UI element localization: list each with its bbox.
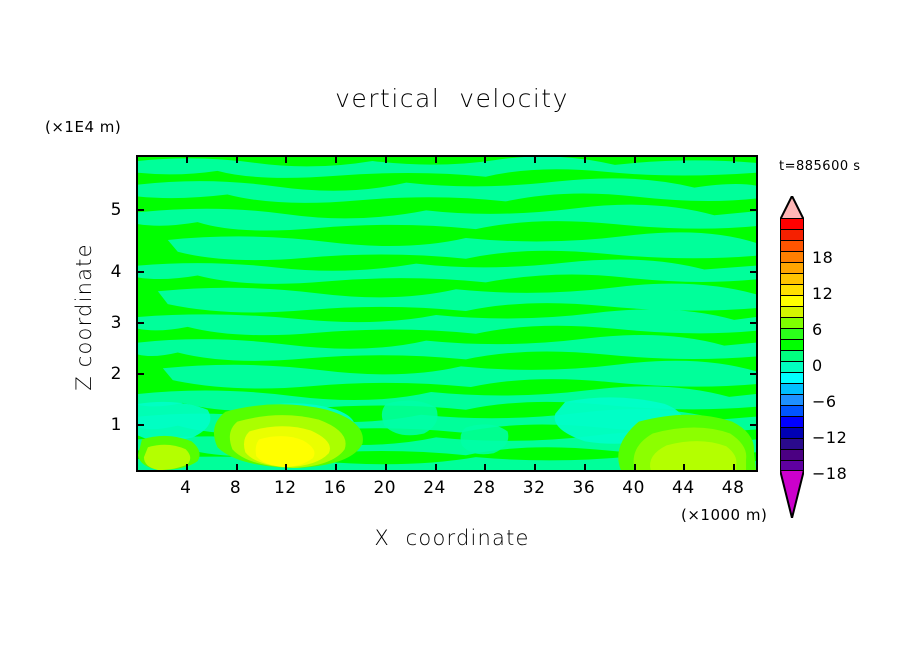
y-tick-label-3: 3 [110, 313, 122, 333]
colorbar-label-6: −18 [812, 464, 848, 483]
colorbar-under-cap [780, 470, 804, 518]
y-tick-1 [136, 424, 144, 426]
x-tick-top-20 [384, 155, 387, 163]
y-axis-title: Z coordinate [72, 243, 96, 391]
x-tick-top-16 [335, 155, 338, 163]
x-tick-top-8 [235, 155, 238, 163]
contour-plot-area [136, 155, 758, 472]
y-tick-label-4: 4 [110, 262, 122, 282]
x-tick-32 [534, 464, 537, 472]
y-tick-right-1 [750, 424, 758, 426]
y-tick-5 [136, 209, 144, 211]
x-tick-top-32 [534, 155, 537, 163]
chart-title: vertical velocity [335, 84, 569, 113]
colorbar-label-1: 12 [812, 284, 834, 303]
y-axis-unit-label: (×1E4 m) [45, 118, 122, 136]
x-tick-40 [633, 464, 636, 472]
vertical-velocity-field [138, 157, 756, 470]
x-tick-24 [434, 464, 437, 472]
x-tick-top-40 [633, 155, 636, 163]
x-tick-label-12: 12 [273, 478, 297, 498]
x-tick-20 [384, 464, 387, 472]
colorbar[interactable] [780, 218, 804, 472]
time-annotation: t=885600 s [779, 159, 861, 174]
x-tick-label-32: 32 [522, 478, 546, 498]
y-tick-label-1: 1 [110, 415, 122, 435]
x-tick-28 [484, 464, 487, 472]
x-tick-top-12 [285, 155, 288, 163]
x-tick-label-40: 40 [622, 478, 645, 498]
x-tick-label-28: 28 [472, 478, 496, 498]
x-tick-44 [683, 464, 686, 472]
x-tick-36 [583, 464, 586, 472]
x-tick-label-20: 20 [373, 478, 397, 498]
x-tick-top-24 [434, 155, 437, 163]
y-tick-label-2: 2 [110, 364, 122, 384]
y-tick-right-2 [750, 373, 758, 375]
y-tick-2 [136, 373, 144, 375]
x-axis-title: X coordinate [374, 526, 530, 550]
x-tick-label-24: 24 [423, 478, 446, 498]
x-tick-top-48 [733, 155, 736, 163]
colorbar-label-0: 18 [812, 248, 834, 267]
x-tick-top-36 [583, 155, 586, 163]
x-tick-label-4: 4 [180, 478, 192, 498]
x-tick-48 [733, 464, 736, 472]
colorbar-over-cap [780, 196, 804, 220]
x-tick-label-48: 48 [721, 478, 745, 498]
colorbar-label-4: −6 [812, 392, 837, 411]
x-tick-label-16: 16 [323, 478, 347, 498]
x-tick-label-36: 36 [572, 478, 596, 498]
colorbar-label-2: 6 [812, 320, 823, 339]
x-tick-label-8: 8 [229, 478, 242, 498]
x-tick-top-4 [185, 155, 188, 163]
x-tick-8 [235, 464, 238, 472]
x-axis-unit-label: (×1000 m) [681, 506, 768, 524]
y-tick-right-4 [750, 271, 758, 273]
y-tick-right-3 [750, 322, 758, 324]
colorbar-label-5: −12 [812, 428, 848, 447]
y-tick-right-5 [750, 209, 758, 211]
x-tick-16 [335, 464, 338, 472]
colorbar-label-3: 0 [812, 356, 823, 375]
y-tick-3 [136, 322, 144, 324]
x-tick-4 [185, 464, 188, 472]
x-tick-top-44 [683, 155, 686, 163]
y-tick-label-5: 5 [110, 200, 122, 220]
y-tick-4 [136, 271, 144, 273]
x-tick-top-28 [484, 155, 487, 163]
x-tick-label-44: 44 [672, 478, 695, 498]
x-tick-12 [285, 464, 288, 472]
